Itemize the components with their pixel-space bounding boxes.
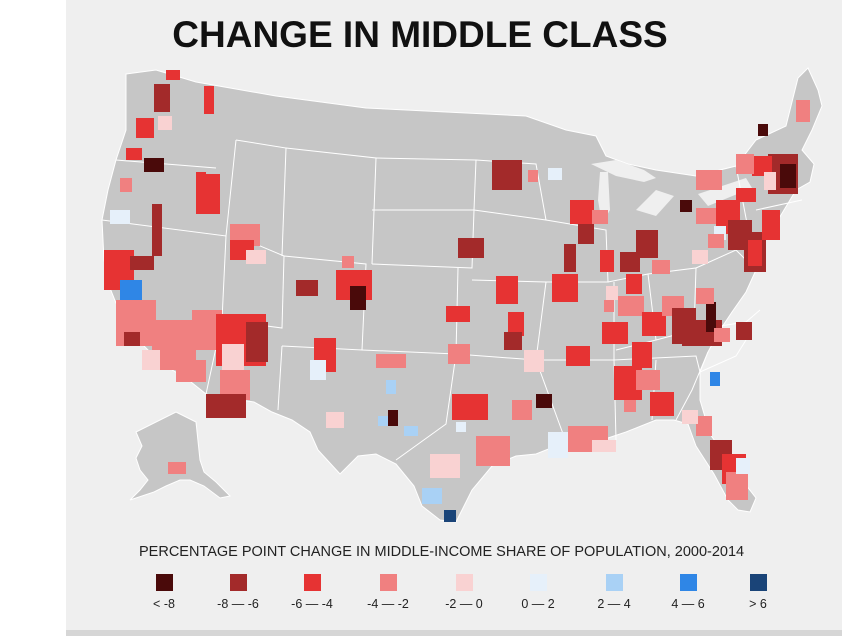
- alaska-land: [129, 411, 232, 501]
- legend-swatch: [455, 574, 473, 591]
- metro-regions: [104, 70, 810, 522]
- map-title: CHANGE IN MIDDLE CLASS: [172, 14, 668, 55]
- legend-item: 0 — 2: [506, 574, 570, 611]
- legend-item: -8 — -6: [206, 574, 270, 611]
- legend-label: -8 — -6: [217, 597, 259, 611]
- legend-swatch: [155, 574, 173, 591]
- legend-item: < -8: [132, 574, 196, 611]
- us-map: [101, 67, 823, 523]
- legend-label: -4 — -2: [367, 597, 409, 611]
- legend-item: -4 — -2: [356, 574, 420, 611]
- legend-item: -2 — 0: [432, 574, 496, 611]
- legend-label: > 6: [749, 597, 767, 611]
- legend-label: 2 — 4: [597, 597, 631, 611]
- legend-item: 2 — 4: [582, 574, 646, 611]
- bottom-bar: [66, 630, 842, 636]
- legend-item: -6 — -4: [280, 574, 344, 611]
- legend-label: -6 — -4: [291, 597, 333, 611]
- great-lakes: [591, 160, 752, 224]
- legend-swatch: [529, 574, 547, 591]
- legend-label: 0 — 2: [521, 597, 555, 611]
- legend-label: 4 — 6: [671, 597, 705, 611]
- legend-swatch: [379, 574, 397, 591]
- legend-item: > 6: [726, 574, 790, 611]
- legend: < -8 -8 — -6 -6 — -4 -4 — -2 -2 — 0 0 — …: [130, 574, 790, 614]
- legend-swatch: [605, 574, 623, 591]
- legend-swatch: [229, 574, 247, 591]
- legend-label: -2 — 0: [445, 597, 483, 611]
- legend-swatch: [679, 574, 697, 591]
- legend-title: PERCENTAGE POINT CHANGE IN MIDDLE-INCOME…: [139, 544, 745, 560]
- legend-item: 4 — 6: [656, 574, 720, 611]
- legend-swatch: [749, 574, 767, 591]
- legend-swatch: [303, 574, 321, 591]
- legend-label: < -8: [153, 597, 175, 611]
